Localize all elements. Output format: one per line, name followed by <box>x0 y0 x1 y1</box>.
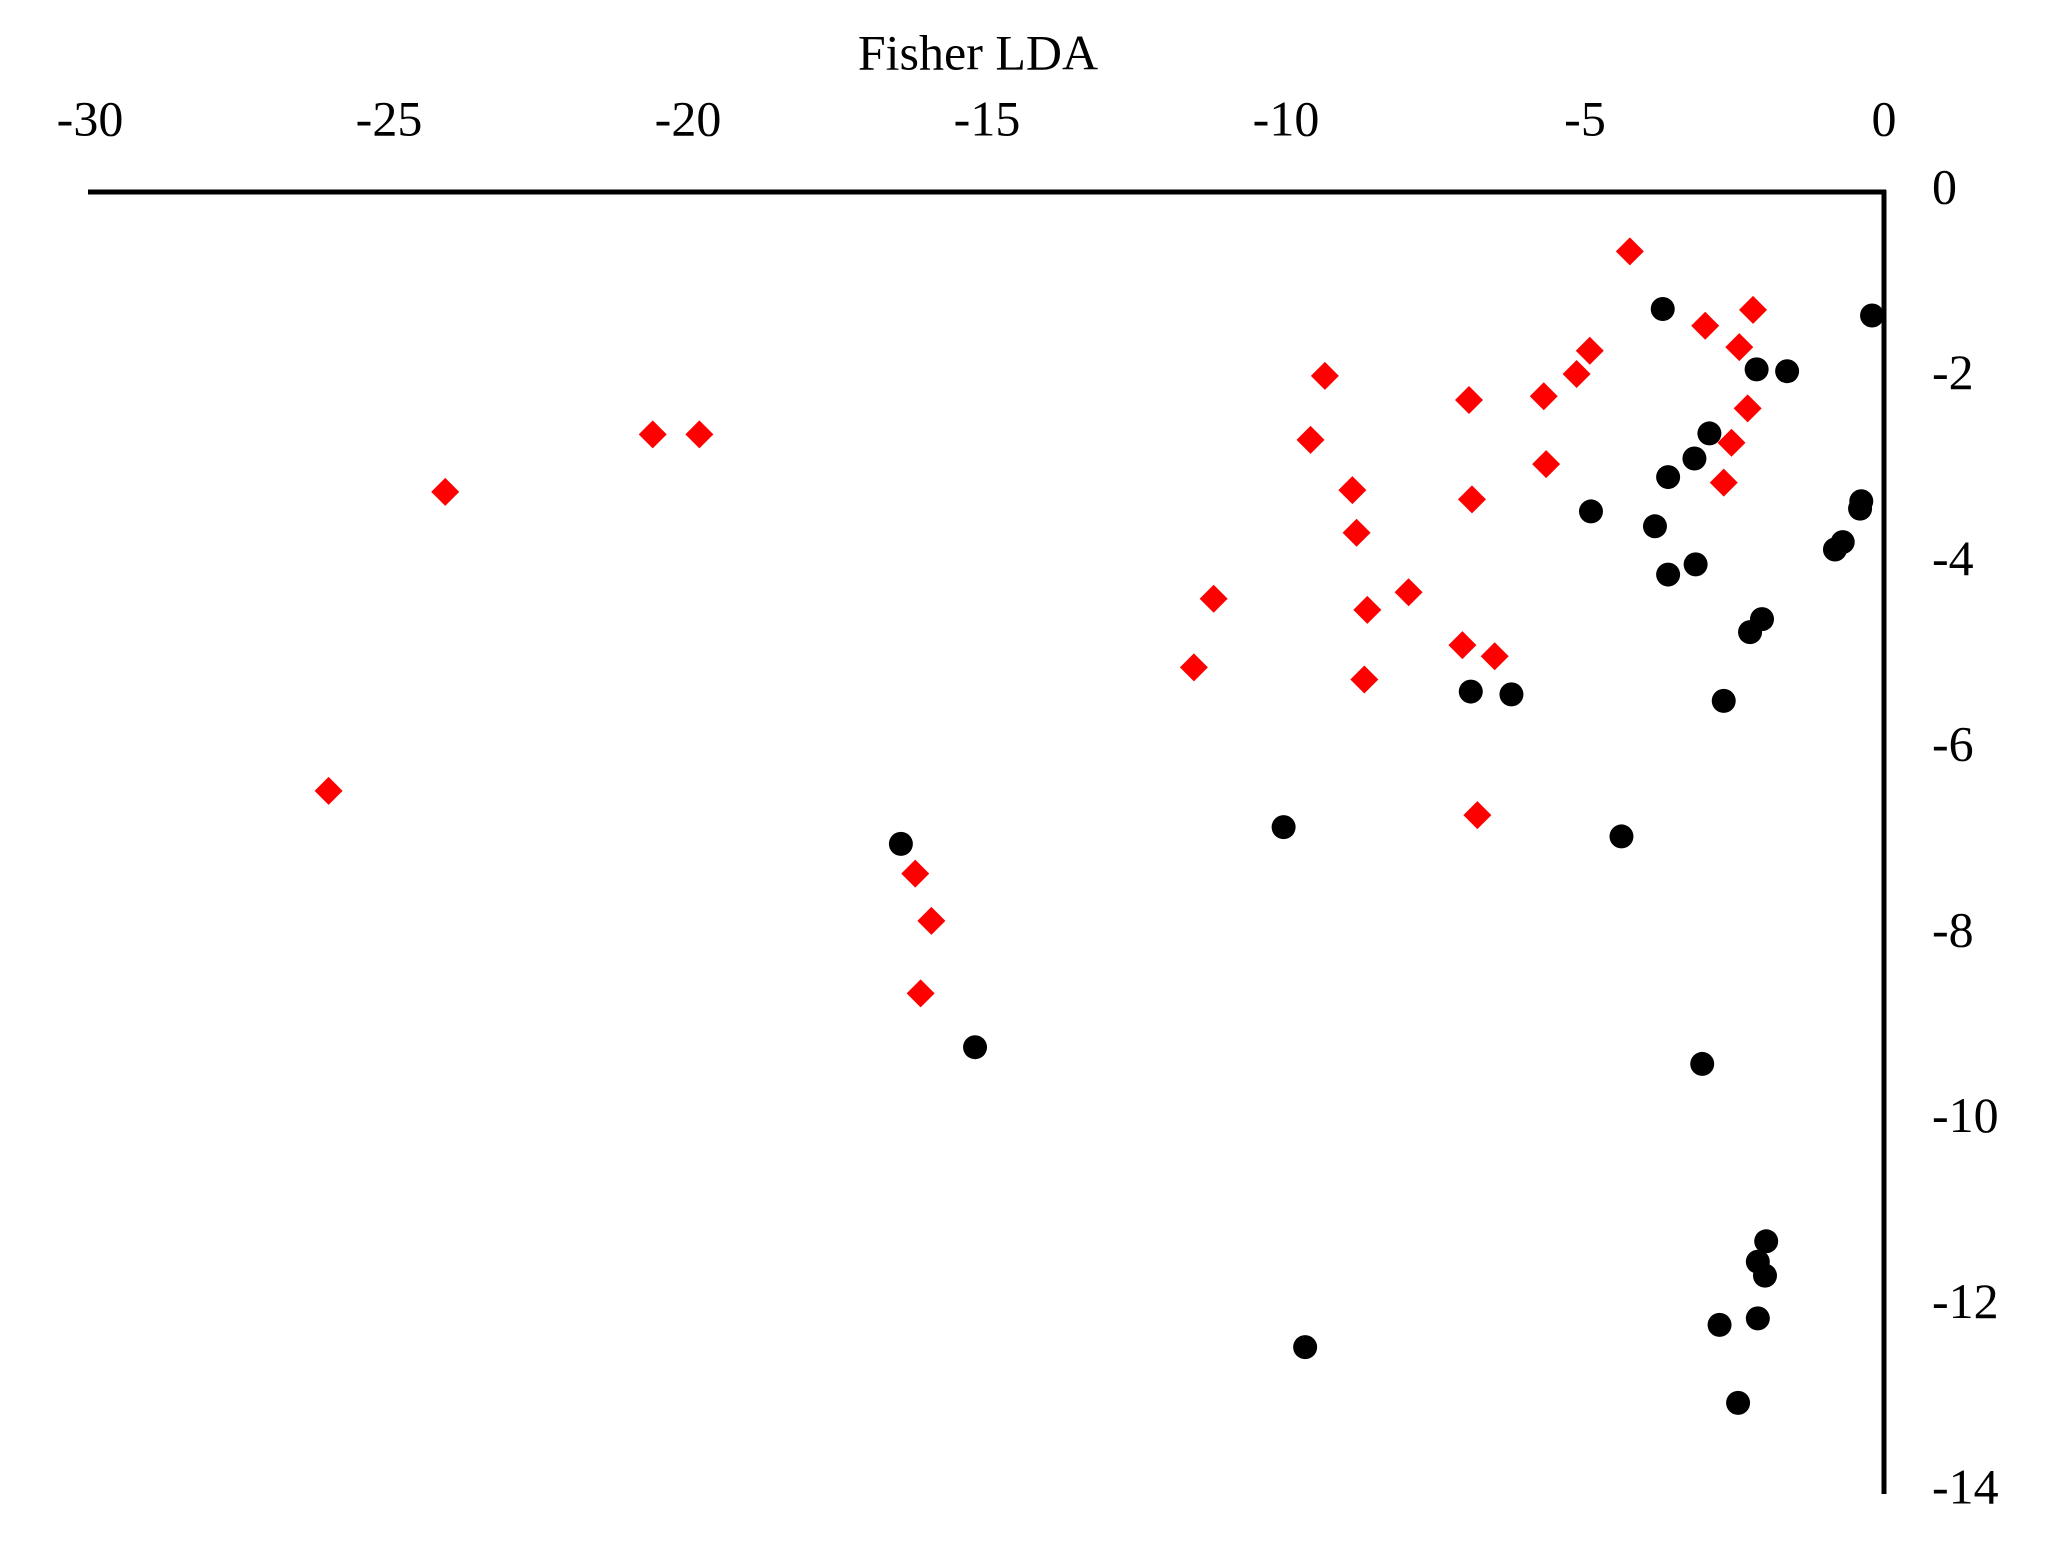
point <box>1707 1312 1732 1337</box>
y-tick-label: -12 <box>1932 1273 1999 1329</box>
point <box>1532 450 1561 479</box>
x-tick-label: -5 <box>1564 90 1606 146</box>
point <box>1642 514 1667 539</box>
point <box>1463 801 1492 830</box>
point <box>1615 237 1644 266</box>
point <box>1529 382 1558 411</box>
point <box>1848 496 1873 521</box>
point <box>963 1035 988 1060</box>
point <box>1739 295 1768 324</box>
point <box>1822 537 1847 562</box>
y-tick-label: -8 <box>1932 901 1974 957</box>
point <box>685 420 714 449</box>
point <box>1717 428 1746 457</box>
point <box>1457 485 1486 514</box>
y-tick-label: -4 <box>1932 530 1974 586</box>
point <box>1682 446 1707 471</box>
point <box>888 831 913 856</box>
y-tick-label: -6 <box>1932 716 1974 772</box>
point <box>1683 552 1708 577</box>
point <box>1691 311 1720 340</box>
point <box>901 859 930 888</box>
point <box>1860 303 1885 328</box>
point <box>1499 682 1524 707</box>
point <box>1338 476 1367 505</box>
point <box>1650 297 1675 321</box>
x-tick-label: -20 <box>655 90 722 146</box>
point <box>1271 815 1296 840</box>
point <box>1733 394 1762 423</box>
point <box>906 979 935 1008</box>
point <box>1310 361 1339 390</box>
point <box>1656 465 1681 490</box>
point <box>1458 679 1483 704</box>
point <box>638 420 667 449</box>
point <box>1293 1335 1318 1360</box>
point <box>1448 631 1477 660</box>
chart-title: Fisher LDA <box>858 24 1098 80</box>
y-tick-label: -2 <box>1932 344 1974 400</box>
point <box>1179 653 1208 682</box>
point <box>1342 518 1371 547</box>
point <box>1738 620 1763 645</box>
y-tick-label: 0 <box>1932 158 1957 214</box>
y-tick-label: -14 <box>1932 1458 1999 1514</box>
point <box>1350 665 1379 694</box>
point <box>1562 360 1591 388</box>
y-tick-label: -10 <box>1932 1087 1999 1143</box>
x-tick-label: -30 <box>57 90 124 146</box>
point <box>1296 425 1325 454</box>
point <box>314 776 343 805</box>
point <box>1656 562 1681 587</box>
point <box>1578 499 1603 524</box>
point <box>1480 642 1509 671</box>
point <box>1394 578 1423 607</box>
point <box>431 477 460 506</box>
point <box>1697 421 1722 446</box>
point <box>1690 1051 1715 1076</box>
point <box>1575 336 1604 365</box>
point <box>1709 468 1738 497</box>
point <box>1711 688 1736 713</box>
x-tick-label: -15 <box>954 90 1021 146</box>
x-tick-label: -10 <box>1253 90 1320 146</box>
point <box>917 906 946 935</box>
point <box>1775 359 1800 384</box>
point <box>1745 1306 1770 1331</box>
point <box>1726 1390 1751 1415</box>
x-tick-label: 0 <box>1872 90 1897 146</box>
point <box>1609 824 1634 849</box>
point <box>1353 595 1382 624</box>
point <box>1199 584 1228 613</box>
point <box>1725 333 1754 362</box>
point <box>1754 1229 1779 1254</box>
point <box>1752 1263 1777 1288</box>
point <box>1744 357 1769 382</box>
x-tick-label: -25 <box>356 90 423 146</box>
point <box>1454 386 1483 414</box>
